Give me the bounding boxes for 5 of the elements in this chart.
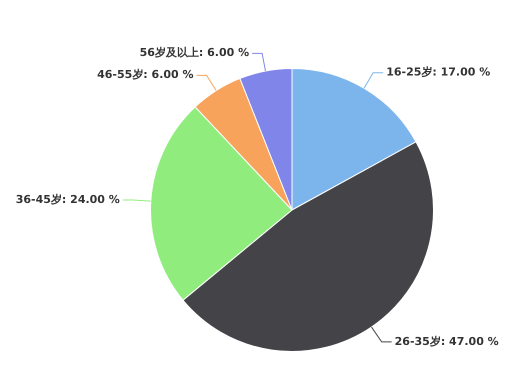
slice-label: 26-35岁: 47.00 %: [394, 334, 499, 348]
slice-label: 46-55岁: 6.00 %: [97, 68, 194, 82]
slice-label: 16-25岁: 17.00 %: [386, 66, 490, 79]
slice-label: 56岁及以上: 6.00 %: [140, 46, 250, 60]
slice-label: 36-45岁: 24.00 %: [16, 192, 120, 206]
